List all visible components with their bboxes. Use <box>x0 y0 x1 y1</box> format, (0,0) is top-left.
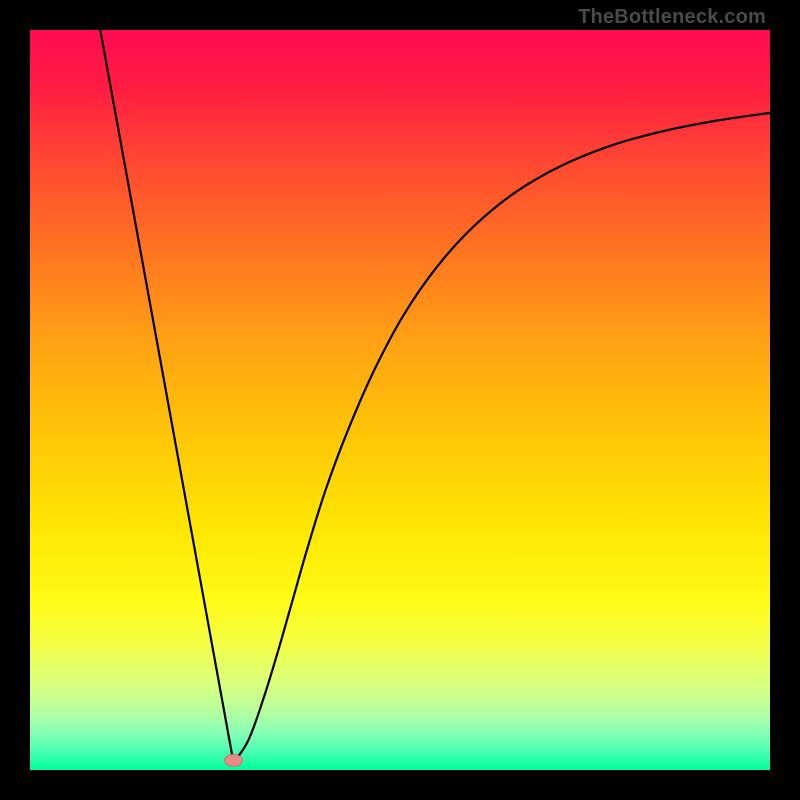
plot-area <box>30 30 770 770</box>
watermark-text: TheBottleneck.com <box>578 6 766 29</box>
bottleneck-curve <box>30 30 770 770</box>
chart-frame: TheBottleneck.com <box>0 0 800 800</box>
minimum-marker <box>225 754 243 766</box>
curve-path <box>100 30 770 763</box>
